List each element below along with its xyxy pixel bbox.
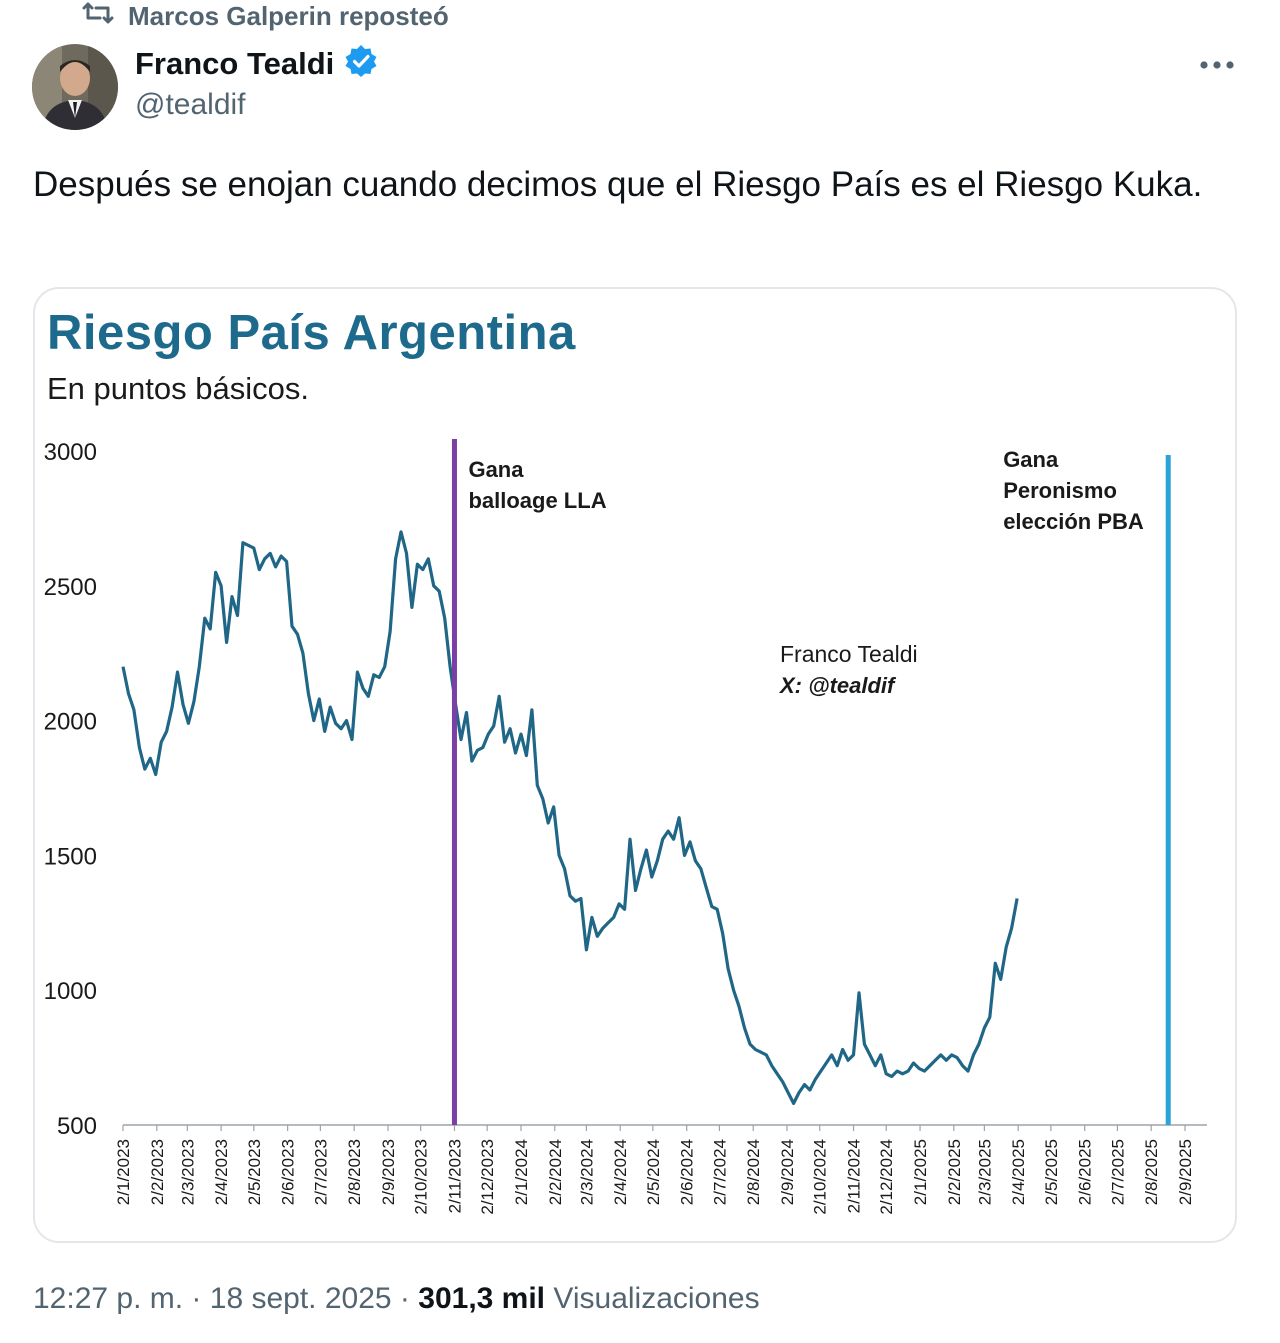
chart-plot: 3000 2500 2000 1500 1000 500 2/1/2023 2/2/2023 2… <box>44 439 1207 1215</box>
tweet-date[interactable]: 18 sept. 2025 <box>209 1282 392 1315</box>
views-count: 301,3 mil <box>418 1282 546 1315</box>
x-tick-label: 2/10/2024 <box>811 1139 830 1215</box>
verified-badge-icon <box>344 44 378 83</box>
series-line-0 <box>121 530 1019 1105</box>
more-options-icon <box>1200 61 1234 69</box>
y-tick-label: 1000 <box>44 978 97 1005</box>
event-marker-annotation: Gana Peronismo elección PBA <box>1003 447 1144 534</box>
x-tick-label: 2/4/2023 <box>212 1139 231 1205</box>
x-tick-label: 2/8/2024 <box>744 1139 763 1205</box>
x-tick-label: 2/3/2025 <box>975 1139 994 1205</box>
x-tick-label: 2/2/2023 <box>148 1139 167 1205</box>
x-tick-label: 2/7/2025 <box>1108 1139 1127 1205</box>
x-tick-label: 2/3/2024 <box>577 1139 596 1205</box>
chart-subtitle: En puntos básicos. <box>47 371 309 406</box>
x-tick-label: 2/10/2023 <box>412 1139 431 1215</box>
y-tick-label: 2500 <box>44 574 97 601</box>
author-handle[interactable]: @tealdif <box>135 88 246 121</box>
x-tick-label: 2/9/2023 <box>379 1139 398 1205</box>
x-tick-label: 2/2/2024 <box>546 1139 565 1205</box>
x-tick-label: 2/1/2023 <box>114 1139 133 1205</box>
x-tick-label: 2/8/2025 <box>1142 1139 1161 1205</box>
avatar[interactable] <box>32 44 118 130</box>
x-tick-label: 2/7/2023 <box>311 1139 330 1205</box>
x-tick-label: 2/3/2023 <box>178 1139 197 1205</box>
y-tick-label: 1500 <box>44 843 97 870</box>
x-tick-label: 2/5/2023 <box>245 1139 264 1205</box>
watermark-handle: X: @tealdif <box>778 673 897 698</box>
x-tick-label: 2/6/2024 <box>678 1139 697 1205</box>
tweet-text: Después se enojan cuando decimos que el … <box>33 165 1203 204</box>
chart-title: Riesgo País Argentina <box>47 306 576 360</box>
event-marker-label: elección PBA <box>1003 509 1144 534</box>
x-tick-label: 2/4/2025 <box>1009 1139 1028 1205</box>
event-marker-annotation: Gana balloage LLA <box>468 457 606 513</box>
x-tick-label: 2/4/2024 <box>611 1139 630 1205</box>
repost-icon <box>80 0 116 35</box>
more-options-button[interactable] <box>1194 46 1240 84</box>
y-tick-label: 3000 <box>44 439 97 466</box>
x-tick-label: 2/12/2024 <box>877 1139 896 1215</box>
avatar-photo-icon <box>32 44 118 130</box>
watermark-name: Franco Tealdi <box>780 641 918 667</box>
x-tick-label: 2/5/2024 <box>644 1139 663 1205</box>
x-tick-label: 2/6/2023 <box>279 1139 298 1205</box>
x-tick-label: 2/9/2024 <box>778 1139 797 1205</box>
event-marker-label: balloage LLA <box>468 488 606 513</box>
x-tick-label: 2/6/2025 <box>1076 1139 1095 1205</box>
x-tick-label: 2/1/2025 <box>911 1139 930 1205</box>
x-tick-label: 2/9/2025 <box>1176 1139 1195 1205</box>
x-tick-label: 2/2/2025 <box>945 1139 964 1205</box>
event-marker-label: Gana <box>468 457 524 482</box>
event-marker-label: Gana <box>1003 447 1059 472</box>
repost-header[interactable]: Marcos Galperin reposteó <box>80 0 449 32</box>
views-label: Visualizaciones <box>553 1282 760 1315</box>
y-tick-label: 2000 <box>44 709 97 736</box>
chart-image-card[interactable]: Riesgo País Argentina En puntos básicos.… <box>33 287 1237 1243</box>
author-display-name[interactable]: Franco Tealdi <box>135 45 335 81</box>
y-tick-label: 500 <box>57 1113 97 1140</box>
event-marker-label: Peronismo <box>1003 478 1117 503</box>
author-name-row[interactable]: Franco Tealdi <box>135 44 378 83</box>
x-tick-label: 2/12/2023 <box>478 1139 497 1215</box>
x-tick-label: 2/11/2024 <box>845 1139 864 1213</box>
x-tick-label: 2/7/2024 <box>710 1139 729 1205</box>
x-tick-label: 2/1/2024 <box>512 1139 531 1205</box>
x-tick-label: 2/8/2023 <box>345 1139 364 1205</box>
x-tick-label: 2/5/2025 <box>1042 1139 1061 1205</box>
repost-label: Marcos Galperin reposteó <box>128 0 449 31</box>
tweet-meta: 12:27 p. m. · 18 sept. 2025 · 301,3 mil … <box>33 1282 760 1315</box>
x-tick-label: 2/11/2023 <box>445 1139 464 1213</box>
tweet-time[interactable]: 12:27 p. m. <box>33 1282 184 1315</box>
